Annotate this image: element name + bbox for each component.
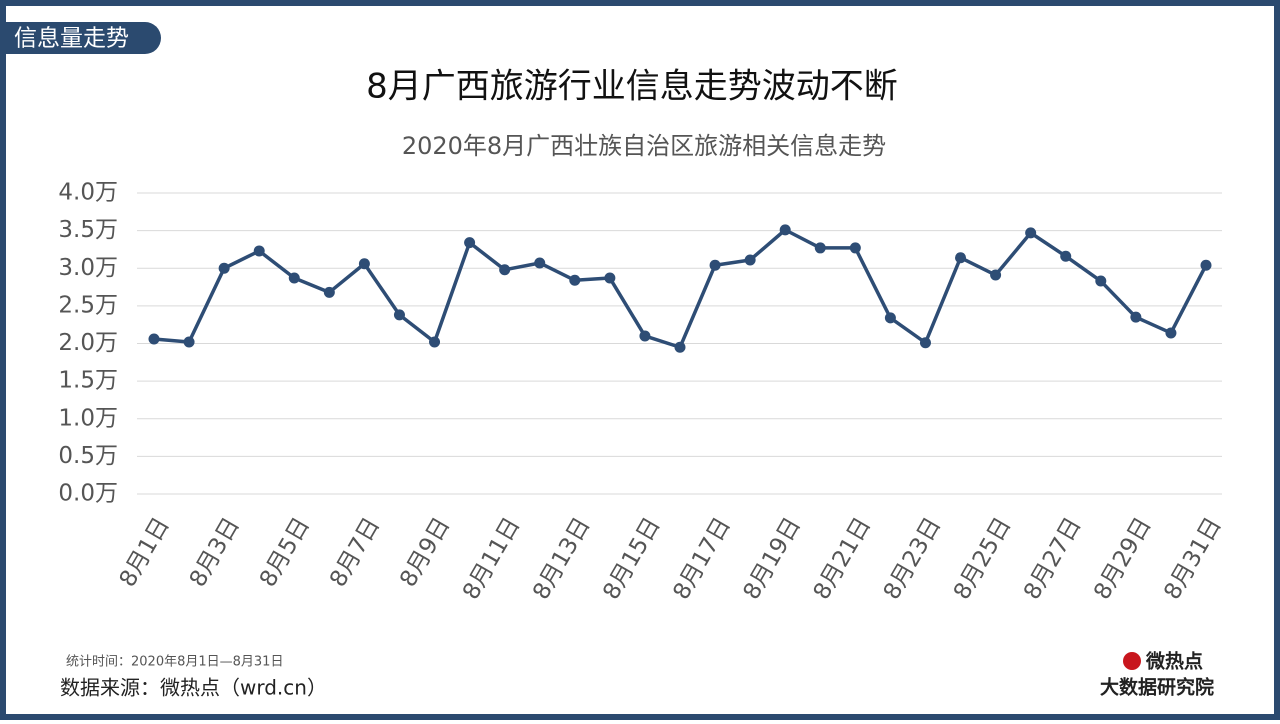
data-point	[534, 257, 546, 269]
data-point	[358, 258, 370, 270]
x-tick-label: 8月9日	[395, 513, 455, 591]
data-point	[1130, 311, 1142, 323]
data-line	[153, 228, 1208, 350]
source-note: 数据来源：微热点（wrd.cn）	[60, 676, 327, 700]
data-point	[218, 262, 230, 274]
x-tick-label: 8月21日	[809, 513, 876, 604]
data-point	[464, 237, 476, 249]
data-point	[148, 333, 160, 345]
data-point	[814, 242, 826, 254]
x-tick-label: 8月1日	[115, 513, 175, 591]
x-tick-label: 8月17日	[668, 513, 735, 604]
data-point	[779, 224, 791, 236]
y-tick-label: 2.0万	[58, 330, 118, 356]
data-point	[183, 336, 195, 348]
plot: 0.0万 0.5万 1.0万 1.5万 2.0万 2.5万 3.0万 3.5万 4.0万 8月1日…	[58, 180, 1226, 605]
x-tick-label: 8月19日	[739, 513, 806, 604]
data-point	[604, 272, 616, 284]
y-tick-label: 3.5万	[58, 217, 118, 243]
data-point	[1095, 275, 1107, 287]
data-point	[288, 272, 300, 284]
data-point	[674, 341, 686, 353]
data-point	[884, 312, 896, 324]
x-tick-label: 8月15日	[598, 513, 665, 604]
y-tick-label: 0.0万	[58, 481, 118, 507]
data-point	[323, 286, 335, 298]
data-point	[990, 269, 1002, 281]
data-point	[1060, 250, 1072, 262]
data-point	[919, 337, 931, 349]
y-tick-label: 1.5万	[58, 368, 118, 394]
x-tick-label: 8月13日	[528, 513, 595, 604]
y-tick-label: 4.0万	[58, 180, 118, 206]
data-point	[955, 252, 967, 264]
data-point	[499, 264, 511, 276]
tag-background	[6, 22, 161, 54]
logo-bottom: 大数据研究院	[1100, 676, 1214, 699]
data-point	[639, 330, 651, 342]
data-point	[849, 242, 861, 254]
data-point	[253, 245, 265, 257]
x-tick-label: 8月11日	[458, 513, 525, 604]
tag: 信息量走势	[14, 26, 129, 52]
logo-icon	[1123, 652, 1141, 670]
data-point	[1165, 327, 1177, 339]
y-tick-label: 2.5万	[58, 292, 118, 318]
data-point	[1200, 259, 1212, 271]
chart-title: 8月广西旅游行业信息走势波动不断	[366, 67, 898, 107]
x-tick-label: 8月25日	[949, 513, 1016, 604]
data-point	[429, 336, 441, 348]
data-point	[569, 274, 581, 286]
data-point	[393, 309, 405, 321]
x-tick-label: 8月27日	[1019, 513, 1086, 604]
x-tick-label: 8月7日	[325, 513, 385, 591]
period-note: 统计时间：2020年8月1日—8月31日	[66, 655, 283, 670]
data-point	[709, 259, 721, 271]
x-tick-label: 8月23日	[879, 513, 946, 604]
y-tick-label: 1.0万	[58, 405, 118, 431]
x-tick-label: 8月5日	[255, 513, 315, 591]
data-point	[1025, 227, 1037, 239]
logo-top: 微热点	[1145, 650, 1203, 673]
chart-subtitle: 2020年8月广西壮族自治区旅游相关信息走势	[402, 132, 886, 160]
x-tick-label: 8月29日	[1089, 513, 1156, 604]
y-tick-label: 3.0万	[58, 255, 118, 281]
x-tick-label: 8月31日	[1159, 513, 1226, 604]
y-tick-label: 0.5万	[58, 443, 118, 469]
x-tick-label: 8月3日	[185, 513, 245, 591]
data-point	[744, 254, 756, 266]
